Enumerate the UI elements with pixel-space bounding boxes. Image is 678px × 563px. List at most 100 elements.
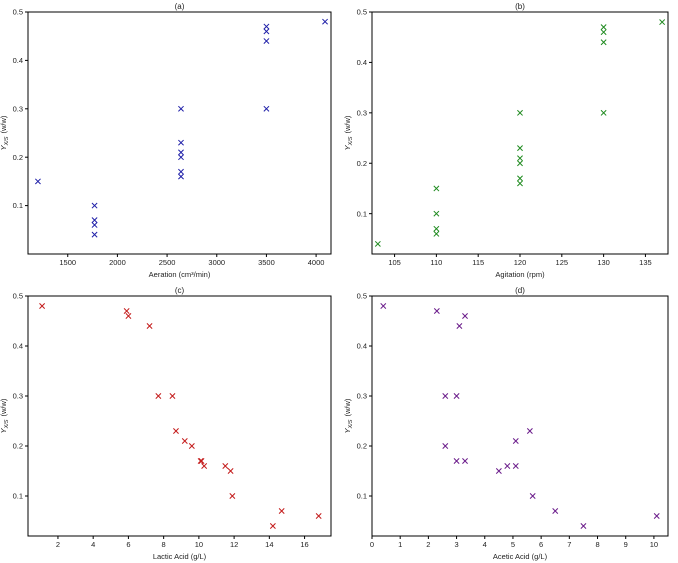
data-point (552, 508, 559, 514)
data-point (517, 109, 523, 116)
data-point (181, 438, 188, 444)
y-tick-label: 0.2 (357, 442, 367, 451)
data-point (222, 463, 229, 469)
y-axis-label-unit: (w/w) (0, 115, 8, 133)
data-point (600, 29, 607, 36)
x-tick-label: 120 (514, 258, 527, 267)
y-axis-label-symbol: Y (343, 427, 352, 433)
y-tick-label: 0.1 (357, 492, 367, 501)
data-point (580, 523, 587, 529)
y-axis-label: YX/S (w/w) (343, 398, 354, 433)
y-axis-label-subscript: X/S (348, 136, 354, 146)
y-tick-label: 0.5 (357, 8, 367, 17)
y-tick-label: 0.2 (13, 442, 23, 451)
data-point (529, 493, 536, 499)
data-point (269, 523, 276, 529)
y-tick-label: 0.2 (13, 153, 23, 162)
x-tick-label: 115 (472, 258, 484, 267)
data-point (263, 28, 270, 35)
data-point (39, 303, 46, 309)
x-tick-label: 135 (639, 258, 652, 267)
panel-title: (d) (515, 286, 525, 295)
y-axis-label: YX/S (w/w) (343, 115, 354, 150)
y-axis-label-subscript: X/S (4, 136, 10, 146)
x-axis-label: Acetic Acid (g/L) (493, 552, 548, 561)
data-point (178, 139, 184, 146)
data-point (433, 308, 440, 314)
data-point (123, 308, 130, 314)
data-point (517, 175, 523, 182)
panel-c: (c) 2 4 6 8 10 12 14 16 0.1 0.2 0.3 0.4 0.5 Lactic Aci… (0, 286, 332, 561)
x-tick-label: 7 (567, 540, 571, 549)
plot-frame (27, 11, 332, 255)
y-axis-label-subscript: X/S (348, 419, 354, 429)
x-tick-label: 2500 (159, 258, 176, 267)
x-axis-label: Aeration (cm³/min) (149, 270, 211, 279)
data-point (600, 39, 607, 46)
data-point (229, 493, 236, 499)
data-point (433, 185, 440, 192)
data-point (178, 168, 184, 175)
y-tick-label: 0.3 (357, 108, 367, 117)
data-point (653, 513, 660, 519)
y-tick-label: 0.2 (357, 159, 367, 168)
x-tick-label: 5 (511, 540, 515, 549)
y-tick-label: 0.3 (13, 104, 23, 113)
x-tick-label: 12 (230, 540, 238, 549)
data-point (169, 393, 176, 399)
data-point (91, 202, 98, 209)
data-point (380, 303, 387, 309)
y-axis-label: YX/S (w/w) (0, 398, 10, 433)
y-tick-label: 0.1 (13, 492, 23, 501)
panel-d: (d) 0 1 2 3 4 5 6 7 8 9 10 0.1 0.2 0.3 0.4 0.5 Acetic Aci… (343, 286, 669, 561)
x-tick-label: 16 (300, 540, 308, 549)
x-tick-label: 6 (126, 540, 130, 549)
x-tick-label: 14 (265, 540, 273, 549)
x-tick-label: 3 (454, 540, 458, 549)
y-axis-label-symbol: Y (343, 144, 352, 150)
data-point (91, 231, 98, 238)
x-tick-label: 110 (430, 258, 442, 267)
x-tick-label: 3000 (208, 258, 225, 267)
data-point (659, 19, 666, 26)
x-tick-label: 8 (162, 540, 166, 549)
y-tick-label: 0.5 (357, 292, 367, 301)
y-tick-label: 0.4 (13, 56, 23, 65)
panel-b: (b) 105 110 115 120 125 130 135 0.1 0.2 0.3 0.4 0.5 A… (343, 2, 669, 279)
x-tick-label: 4 (483, 540, 487, 549)
data-point (34, 178, 41, 185)
data-point (315, 513, 322, 519)
panel-title: (a) (175, 2, 185, 11)
data-point (517, 155, 523, 162)
y-axis-label: YX/S (w/w) (0, 115, 10, 150)
data-point (146, 323, 153, 329)
data-point (278, 508, 285, 514)
x-tick-label: 8 (595, 540, 599, 549)
data-point (433, 210, 440, 217)
x-tick-label: 9 (624, 540, 628, 549)
y-tick-label: 0.4 (13, 342, 23, 351)
data-point (227, 468, 234, 474)
x-tick-label: 10 (650, 540, 658, 549)
data-point (462, 458, 468, 464)
data-point (517, 180, 523, 187)
data-point (526, 428, 533, 434)
x-tick-label: 2 (426, 540, 430, 549)
x-tick-label: 10 (195, 540, 203, 549)
plot-frame (371, 295, 669, 537)
data-point (91, 217, 98, 224)
data-point (495, 468, 502, 474)
y-tick-label: 0.1 (357, 209, 367, 218)
data-point (178, 149, 184, 156)
x-tick-label: 4 (91, 540, 95, 549)
y-tick-label: 0.4 (357, 342, 367, 351)
data-point (504, 463, 511, 469)
data-point (600, 24, 607, 31)
y-axis-label-symbol: Y (0, 427, 8, 433)
data-point (462, 313, 468, 319)
x-tick-label: 1500 (59, 258, 76, 267)
data-point (198, 458, 205, 464)
data-point (263, 23, 270, 30)
y-tick-label: 0.5 (13, 292, 23, 301)
plot-frame (27, 295, 332, 537)
